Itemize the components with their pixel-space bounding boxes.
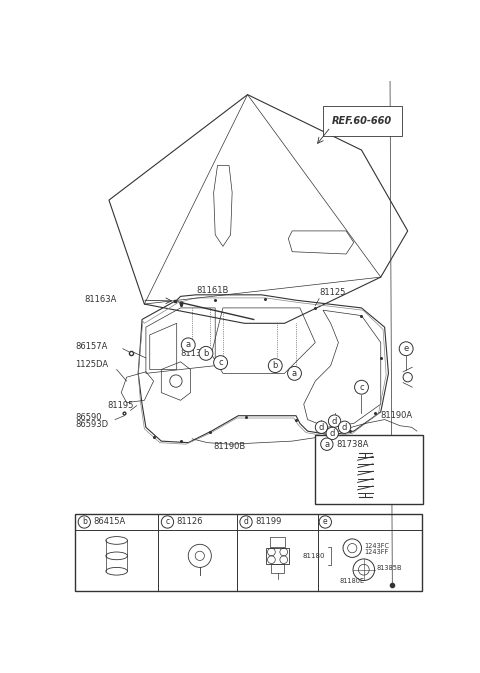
- Circle shape: [326, 427, 338, 439]
- Text: 1125DA: 1125DA: [75, 360, 108, 369]
- Circle shape: [199, 347, 213, 360]
- Text: 1243FC: 1243FC: [364, 543, 389, 549]
- Text: d: d: [319, 423, 324, 432]
- Circle shape: [355, 380, 369, 394]
- Text: d: d: [342, 423, 347, 432]
- Text: b: b: [273, 361, 278, 370]
- Text: e: e: [323, 518, 328, 526]
- Circle shape: [288, 366, 301, 380]
- Text: c: c: [359, 383, 364, 392]
- Circle shape: [268, 359, 282, 373]
- Text: 81130: 81130: [180, 349, 207, 359]
- Text: d: d: [330, 429, 335, 438]
- Text: 81190A: 81190A: [381, 411, 413, 420]
- Text: d: d: [243, 518, 249, 526]
- FancyBboxPatch shape: [315, 435, 423, 504]
- Text: 86593D: 86593D: [75, 420, 108, 429]
- Circle shape: [315, 421, 328, 433]
- Text: 1243FF: 1243FF: [364, 549, 388, 555]
- Circle shape: [78, 516, 90, 528]
- Circle shape: [338, 421, 351, 433]
- Text: 81195: 81195: [108, 401, 134, 410]
- Circle shape: [161, 516, 174, 528]
- Text: 81125: 81125: [319, 288, 346, 297]
- Text: b: b: [203, 349, 209, 358]
- Circle shape: [321, 438, 333, 450]
- Circle shape: [214, 355, 228, 369]
- Circle shape: [399, 342, 413, 355]
- Text: c: c: [218, 358, 223, 367]
- Text: 81385B: 81385B: [377, 565, 402, 571]
- Text: REF.60-660: REF.60-660: [332, 116, 392, 126]
- Circle shape: [240, 516, 252, 528]
- Text: d: d: [332, 417, 337, 425]
- Text: 81190B: 81190B: [213, 441, 245, 451]
- Text: a: a: [292, 369, 297, 378]
- Text: 86415A: 86415A: [94, 518, 126, 526]
- Circle shape: [328, 415, 341, 427]
- Text: 81738A: 81738A: [337, 439, 369, 449]
- Text: 81180: 81180: [303, 553, 325, 559]
- Circle shape: [181, 338, 195, 352]
- Text: 86157A: 86157A: [75, 342, 108, 351]
- Text: 81199: 81199: [255, 518, 282, 526]
- Text: 86590: 86590: [75, 413, 102, 421]
- Text: 81180E: 81180E: [340, 578, 365, 583]
- Text: e: e: [404, 344, 409, 353]
- Circle shape: [319, 516, 332, 528]
- Text: 81126: 81126: [177, 518, 203, 526]
- Text: 81161B: 81161B: [196, 286, 228, 295]
- Text: a: a: [186, 341, 191, 349]
- FancyBboxPatch shape: [75, 513, 421, 590]
- Text: a: a: [324, 439, 329, 449]
- Text: c: c: [166, 518, 169, 526]
- Text: b: b: [82, 518, 87, 526]
- Text: 81163A: 81163A: [84, 295, 117, 304]
